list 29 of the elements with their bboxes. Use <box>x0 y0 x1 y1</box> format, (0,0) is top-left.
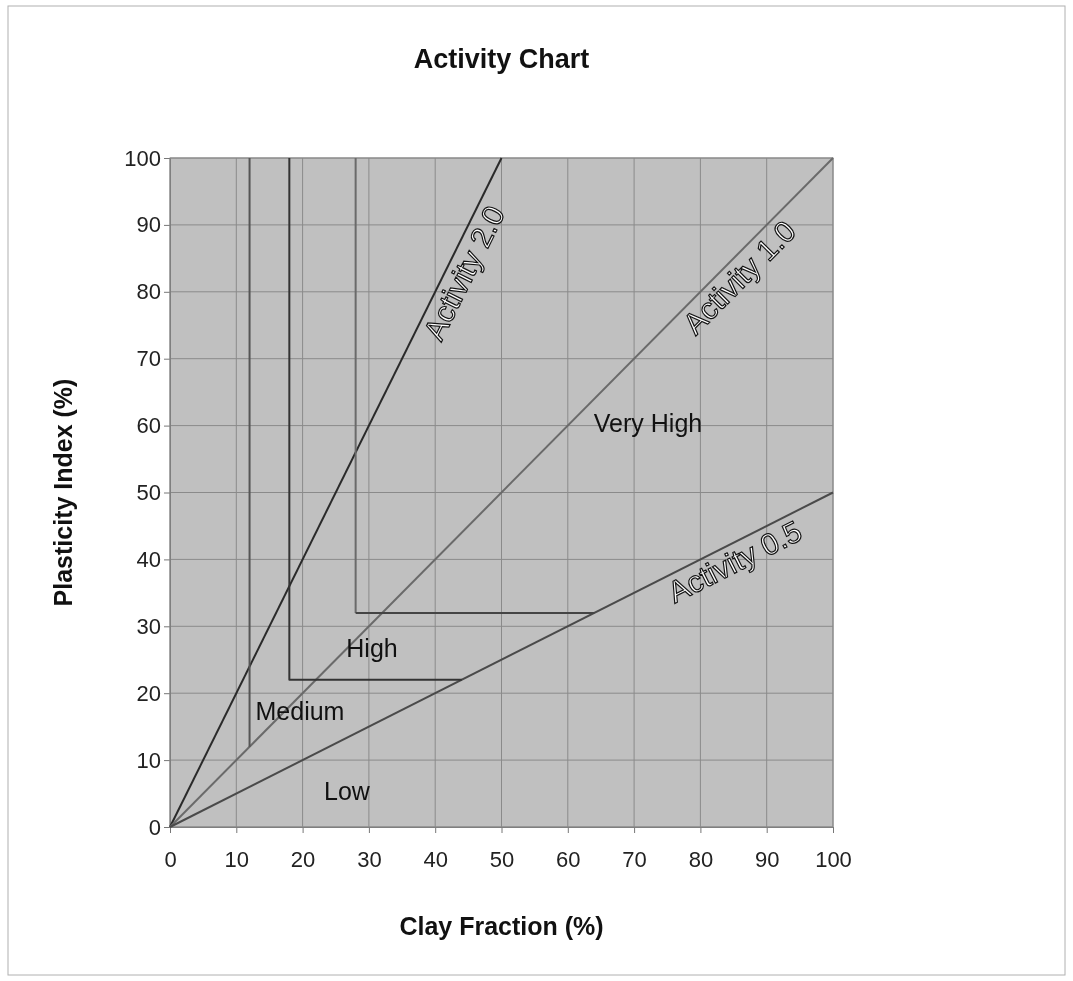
y-tick-label: 20 <box>136 680 161 706</box>
x-tick-label: 90 <box>754 846 780 872</box>
annotation: High <box>346 633 398 662</box>
x-tick-label: 10 <box>224 846 250 872</box>
x-tick-label: 80 <box>688 846 714 872</box>
x-tick-label: 60 <box>556 846 581 872</box>
x-tick-label: 40 <box>423 846 448 872</box>
y-tick-label: 60 <box>136 413 161 439</box>
y-tick-label: 30 <box>136 613 161 639</box>
annotation: Low <box>324 776 371 805</box>
y-tick-label: 90 <box>136 212 161 238</box>
y-tick-label: 50 <box>136 480 161 506</box>
annotation: Very High <box>593 408 703 437</box>
x-tick-label: 20 <box>290 846 316 872</box>
x-axis-title: Clay Fraction (%) <box>399 912 604 940</box>
y-tick-label: 10 <box>136 747 161 773</box>
y-tick-label: 40 <box>136 546 161 572</box>
x-tick-label: 100 <box>815 846 852 872</box>
y-tick-label: 0 <box>148 814 161 840</box>
y-tick-label: 70 <box>136 346 161 372</box>
annotation: Medium <box>255 696 345 725</box>
y-tick-label: 80 <box>136 279 161 305</box>
x-tick-label: 50 <box>489 846 515 872</box>
chart-title: Activity Chart <box>413 44 590 74</box>
y-axis-title: Plasticity Index (%) <box>49 378 77 607</box>
y-tick-label: 100 <box>124 145 161 171</box>
x-tick-label: 0 <box>164 846 177 872</box>
x-tick-label: 70 <box>622 846 647 872</box>
x-tick-label: 30 <box>357 846 382 872</box>
